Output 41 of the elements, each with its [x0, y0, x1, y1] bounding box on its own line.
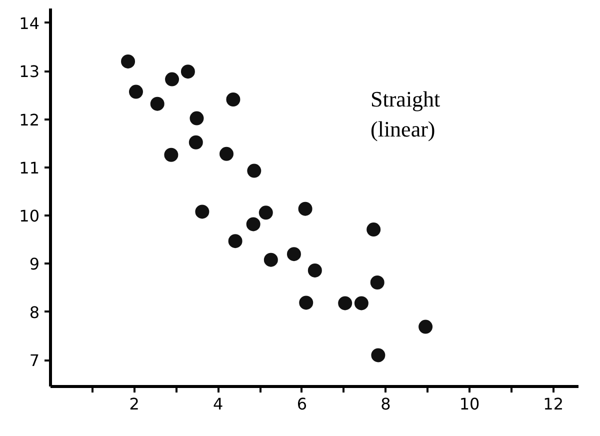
point	[371, 348, 386, 362]
point	[308, 263, 322, 278]
y-tick-label: 12	[19, 110, 40, 130]
point	[286, 247, 301, 262]
point	[246, 217, 260, 232]
point	[188, 135, 203, 150]
point	[228, 234, 242, 248]
point	[128, 84, 143, 99]
point	[354, 296, 368, 310]
point	[164, 148, 178, 162]
y-tick-label: 9	[29, 254, 40, 274]
y-tick-label: 10	[19, 206, 40, 226]
point	[121, 54, 136, 68]
y-tick-label: 14	[19, 14, 40, 33]
y-tick-label: 11	[19, 158, 40, 178]
y-tick-label: 13	[19, 62, 40, 82]
point	[366, 222, 381, 237]
point	[150, 96, 164, 111]
x-tick-label: 2	[129, 394, 140, 414]
point	[264, 252, 278, 267]
y-tick-label: 7	[29, 351, 40, 370]
x-tick-label: 10	[459, 394, 480, 414]
point	[418, 320, 433, 334]
x-tick-label: 4	[213, 394, 224, 414]
point	[195, 204, 210, 219]
point	[247, 164, 262, 178]
x-tick-label: 8	[380, 394, 391, 414]
annotation: Straight (linear)	[370, 86, 440, 142]
point	[165, 72, 180, 86]
point	[180, 64, 195, 79]
point	[299, 296, 314, 310]
point	[370, 276, 384, 290]
y-tick-label: 8	[29, 302, 40, 322]
x-tick-label: 6	[296, 394, 308, 414]
point	[226, 92, 240, 106]
point	[338, 296, 352, 310]
point	[258, 206, 273, 220]
point	[220, 146, 234, 161]
point	[190, 111, 204, 126]
x-tick-label: 12	[543, 394, 564, 414]
point	[298, 202, 312, 216]
